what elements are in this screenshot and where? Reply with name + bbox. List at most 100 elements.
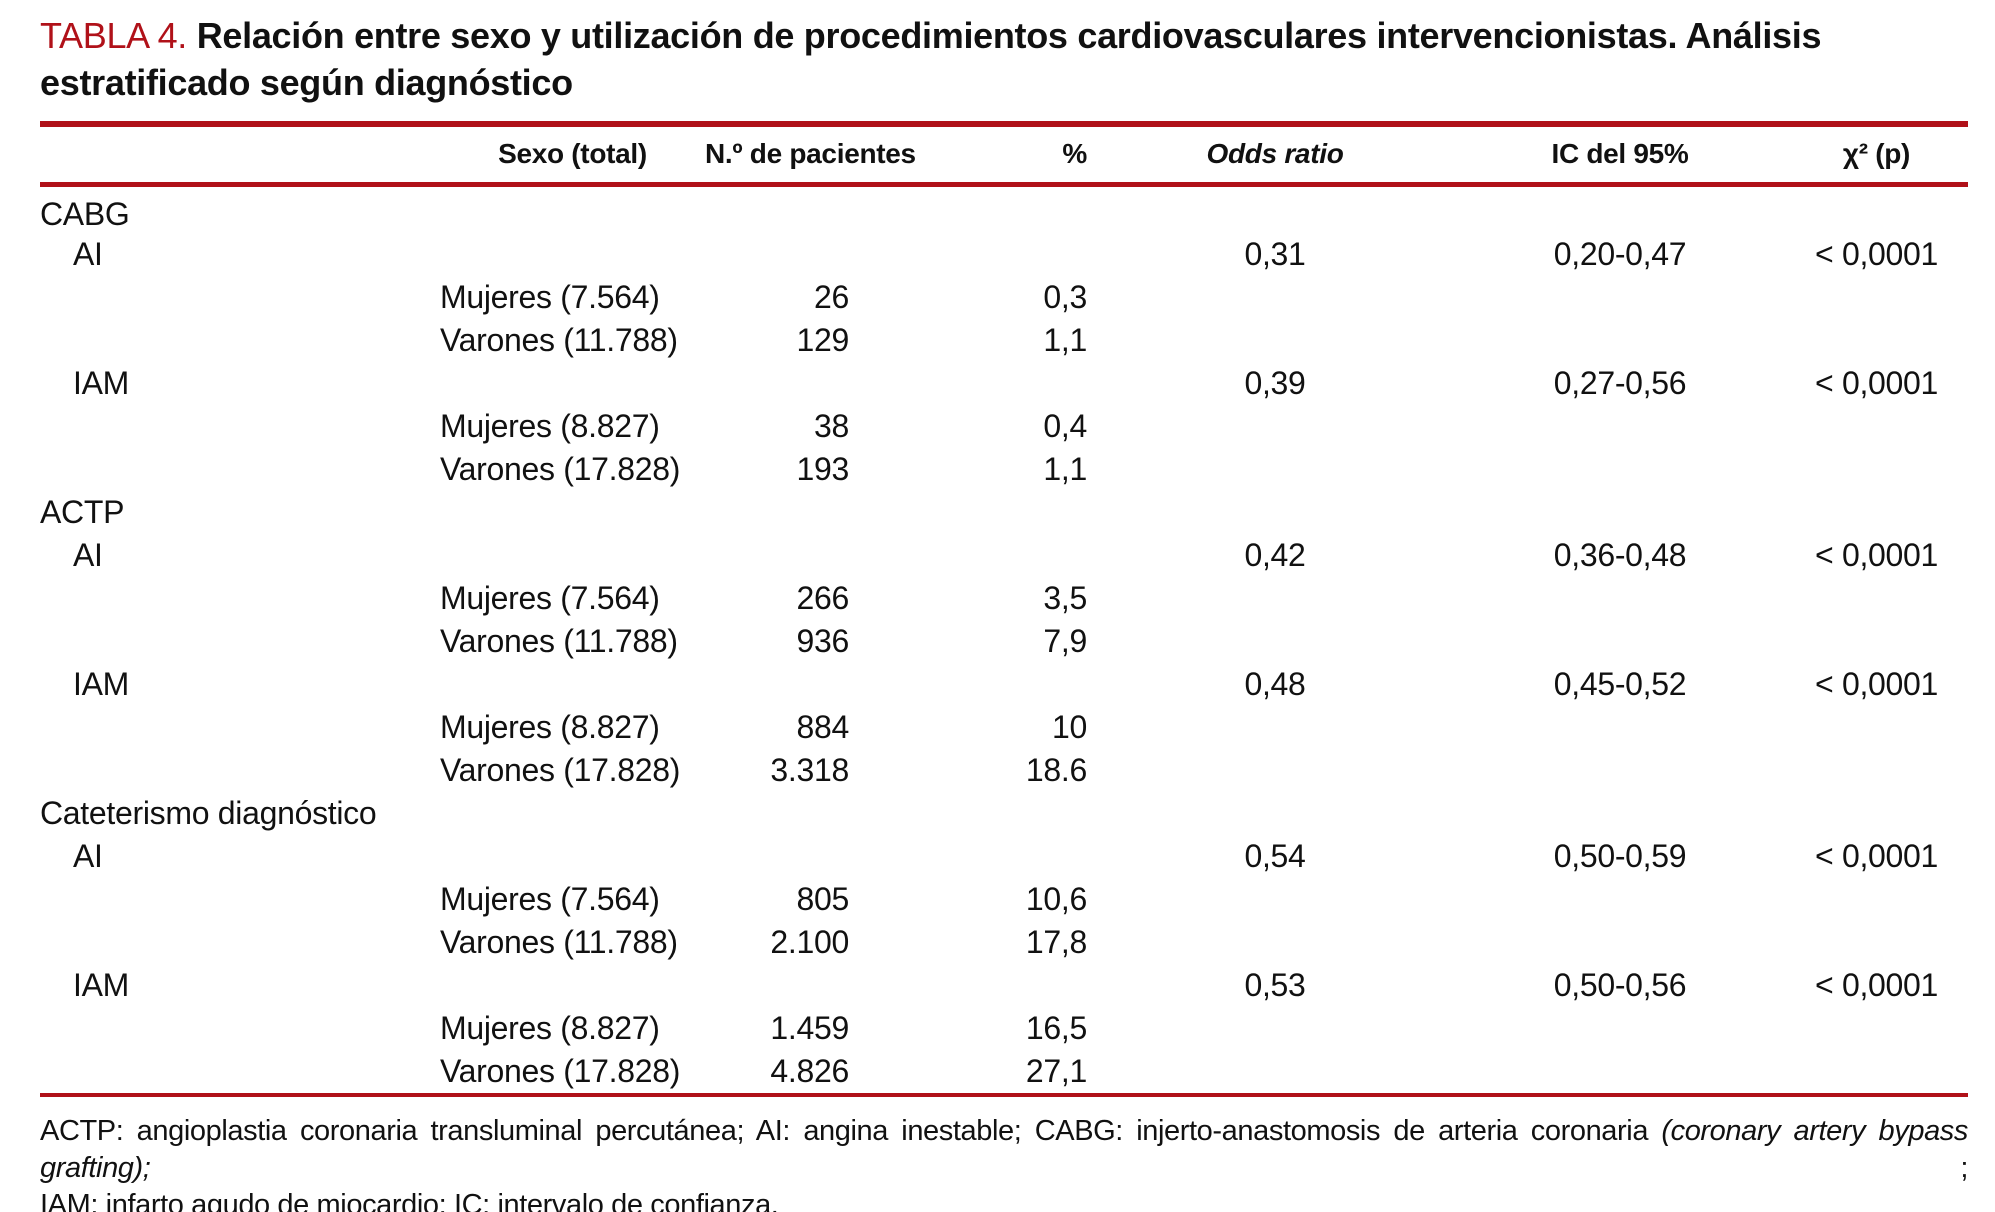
percent-cell	[855, 964, 1095, 1007]
patients-count-cell: 4.826	[770, 1052, 849, 1089]
diagnosis-cell	[40, 577, 440, 620]
chi-square-cell	[1785, 749, 1968, 792]
confidence-interval-cell	[1455, 448, 1785, 491]
diagnosis-cell: Cateterismo diagnóstico	[40, 794, 377, 831]
patients-count-cell: 26	[814, 278, 849, 315]
diagnosis-cell	[40, 706, 440, 749]
sex-total-cell	[440, 663, 705, 706]
sex-total-cell	[440, 233, 705, 276]
chi-square-cell: < 0,0001	[1814, 837, 1939, 874]
chi-square-cell	[1785, 706, 1968, 749]
percent-cell: 7,9	[1043, 622, 1087, 659]
diagnosis-cell	[40, 448, 440, 491]
sex-total-cell: Mujeres (8.827)	[440, 407, 660, 444]
confidence-interval-cell	[1455, 577, 1785, 620]
patients-count-cell: 884	[796, 708, 850, 745]
percent-cell: 10	[1052, 708, 1087, 745]
odds-ratio-cell	[1095, 1007, 1455, 1050]
chi-square-cell	[1785, 921, 1968, 964]
percent-cell: 16,5	[1025, 1009, 1087, 1046]
sex-total-cell: Varones (17.828)	[440, 751, 681, 788]
table-row: AI 0,31 0,20-0,47 < 0,0001	[40, 233, 1968, 276]
table-row: IAM 0,48 0,45-0,52 < 0,0001	[40, 663, 1968, 706]
diagnosis-cell: ACTP	[40, 493, 125, 530]
table-row: Varones (11.788) 2.100 17,8	[40, 921, 1968, 964]
chi-square-cell	[1785, 276, 1968, 319]
chi-square-cell: < 0,0001	[1814, 665, 1939, 702]
sex-total-cell	[440, 792, 705, 835]
percent-cell	[855, 491, 1095, 534]
percent-cell: 1,1	[1043, 321, 1087, 358]
table-title-text: Relación entre sexo y utilización de pro…	[196, 15, 1822, 56]
percent-cell: 17,8	[1025, 923, 1087, 960]
table-row: Mujeres (7.564) 266 3,5	[40, 577, 1968, 620]
percent-cell	[855, 362, 1095, 405]
odds-ratio-cell: 0,48	[1244, 665, 1306, 702]
confidence-interval-cell	[1455, 620, 1785, 663]
chi-square-cell	[1785, 1007, 1968, 1050]
confidence-interval-cell	[1455, 319, 1785, 362]
column-header-ic: IC del 95%	[1455, 127, 1785, 187]
patients-count-cell	[705, 233, 855, 276]
odds-ratio-cell	[1095, 878, 1455, 921]
sex-total-cell	[440, 534, 705, 577]
confidence-interval-cell	[1455, 491, 1785, 534]
footnote-english-term: (coronary artery bypass grafting);	[40, 1114, 1968, 1184]
odds-ratio-cell	[1095, 184, 1455, 233]
chi-square-cell	[1785, 184, 1968, 233]
confidence-interval-cell: 0,20-0,47	[1553, 235, 1687, 272]
table-row: AI 0,42 0,36-0,48 < 0,0001	[40, 534, 1968, 577]
table-row: Mujeres (8.827) 1.459 16,5	[40, 1007, 1968, 1050]
diagnosis-cell	[40, 405, 440, 448]
patients-count-cell: 38	[814, 407, 849, 444]
odds-ratio-cell	[1095, 448, 1455, 491]
odds-ratio-cell	[1095, 792, 1455, 835]
table-row: Varones (11.788) 129 1,1	[40, 319, 1968, 362]
diagnosis-cell	[40, 1007, 440, 1050]
confidence-interval-cell	[1455, 405, 1785, 448]
bottom-rule	[40, 1092, 1968, 1097]
table-row: Mujeres (7.564) 26 0,3	[40, 276, 1968, 319]
odds-ratio-cell: 0,39	[1244, 364, 1306, 401]
confidence-interval-cell	[1455, 706, 1785, 749]
diagnosis-cell	[40, 276, 440, 319]
table-body: CABG AI 0,31 0,20-0,47 < 0,0001 Mujeres (7.56…	[40, 184, 1968, 1093]
percent-cell: 0,3	[1043, 278, 1087, 315]
footnote-line1-tail: ;	[150, 1151, 1968, 1184]
confidence-interval-cell	[1455, 276, 1785, 319]
table-title: TABLA 4. Relación entre sexo y utilizaci…	[40, 12, 1968, 106]
odds-ratio-cell	[1095, 749, 1455, 792]
patients-count-cell	[705, 964, 855, 1007]
sex-total-cell	[440, 491, 705, 534]
table-row: Varones (11.788) 936 7,9	[40, 620, 1968, 663]
diagnosis-cell	[40, 749, 440, 792]
chi-square-cell: < 0,0001	[1814, 364, 1939, 401]
chi-square-cell	[1785, 878, 1968, 921]
percent-cell	[855, 233, 1095, 276]
sex-total-cell	[440, 362, 705, 405]
sex-total-cell: Varones (17.828)	[440, 1052, 681, 1089]
table-row: AI 0,54 0,50-0,59 < 0,0001	[40, 835, 1968, 878]
patients-count-cell	[705, 835, 855, 878]
table-row: Varones (17.828) 193 1,1	[40, 448, 1968, 491]
diagnosis-cell	[40, 1050, 440, 1093]
table-row: Mujeres (8.827) 884 10	[40, 706, 1968, 749]
percent-cell: 3,5	[1043, 579, 1087, 616]
percent-cell	[855, 184, 1095, 233]
chi-square-cell	[1785, 1050, 1968, 1093]
table-row: Mujeres (7.564) 805 10,6	[40, 878, 1968, 921]
percent-cell	[855, 792, 1095, 835]
chi-square-cell: < 0,0001	[1814, 966, 1939, 1003]
diagnosis-cell	[40, 921, 440, 964]
odds-ratio-cell	[1095, 276, 1455, 319]
table-row: Mujeres (8.827) 38 0,4	[40, 405, 1968, 448]
table-row: Varones (17.828) 4.826 27,1	[40, 1050, 1968, 1093]
sex-total-cell: Varones (17.828)	[440, 450, 681, 487]
odds-ratio-cell	[1095, 1050, 1455, 1093]
top-rule	[40, 121, 1968, 127]
odds-ratio-cell: 0,42	[1244, 536, 1306, 573]
diagnosis-cell: AI	[73, 235, 103, 272]
percent-cell	[855, 534, 1095, 577]
